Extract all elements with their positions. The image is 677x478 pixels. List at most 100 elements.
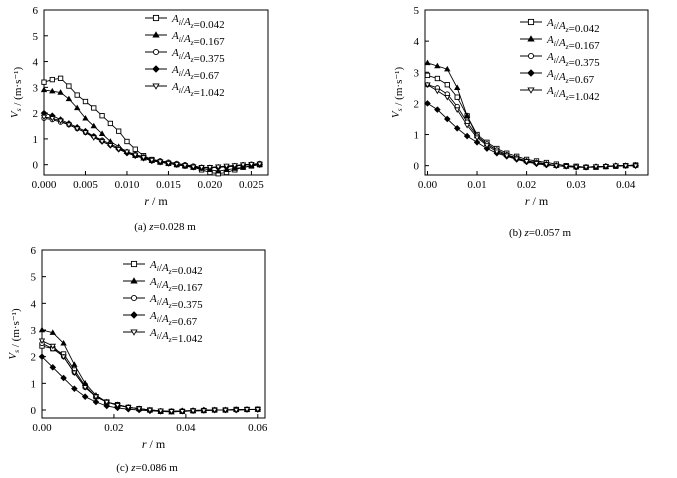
- legend-marker: [130, 260, 138, 268]
- x-tick-label: 0.015: [156, 179, 181, 191]
- data-point: [553, 163, 560, 169]
- y-tick-label: 5: [414, 5, 420, 17]
- data-point: [71, 385, 78, 392]
- data-point: [454, 94, 460, 100]
- y-tick-label: 0: [33, 160, 39, 172]
- data-point: [503, 153, 510, 160]
- x-tick-label: 0.04: [176, 422, 196, 434]
- data-point: [82, 98, 89, 105]
- x-tick-label: 0.010: [115, 179, 140, 191]
- data-point: [424, 72, 431, 79]
- y-tick-label: 1: [33, 134, 39, 146]
- data-point: [189, 408, 197, 415]
- data-point: [453, 125, 461, 132]
- data-point: [71, 370, 78, 376]
- x-tick-label: 0.01: [467, 179, 486, 191]
- data-point: [92, 394, 100, 400]
- data-point: [231, 163, 239, 169]
- legend-label: Ai/Az=0.67: [171, 64, 220, 82]
- data-point: [424, 100, 431, 107]
- panel-caption: (b) z=0.057 m: [509, 227, 572, 239]
- data-point: [582, 165, 590, 171]
- data-point: [211, 407, 218, 414]
- series-line: [427, 103, 636, 168]
- data-point: [168, 409, 175, 415]
- panel-caption: (a) z=0.028 m: [134, 221, 196, 233]
- x-tick-label: 0.020: [198, 179, 223, 191]
- data-point: [49, 87, 56, 94]
- data-point: [82, 130, 89, 136]
- data-point: [256, 161, 263, 168]
- data-point: [40, 114, 48, 121]
- y-tick-label: 2: [31, 352, 37, 364]
- data-point: [572, 164, 580, 171]
- data-point: [434, 62, 441, 69]
- y-tick-label: 2: [33, 108, 39, 120]
- y-tick-label: 6: [31, 245, 37, 257]
- data-point: [38, 326, 46, 333]
- chart-panel-1: 0.000 0.005 0.010 0.015 0.020 0.025 0 1 2 3 4 5 6 r /…: [9, 5, 269, 233]
- data-point: [125, 405, 132, 411]
- data-point: [60, 374, 67, 382]
- plot-frame: [424, 9, 649, 176]
- data-point: [99, 113, 105, 119]
- legend-label: Ai/Az=1.042: [546, 85, 600, 103]
- data-point: [57, 89, 64, 95]
- data-point: [98, 139, 106, 145]
- legend-marker: [152, 65, 160, 73]
- y-tick-label: 3: [33, 82, 39, 94]
- series-5: [424, 82, 639, 171]
- data-point: [179, 409, 186, 415]
- legend-label: Ai/Az=1.042: [149, 327, 203, 345]
- legend-marker: [152, 31, 160, 38]
- data-point: [156, 159, 164, 165]
- data-point: [132, 146, 138, 152]
- data-point: [223, 163, 230, 170]
- legend-marker: [130, 277, 138, 284]
- data-point: [248, 161, 255, 168]
- chart-panel-2: 0.00 0.01 0.02 0.03 0.04 0 1 2 3 4 5 r / m Vs / (m·s…: [390, 5, 649, 239]
- data-point: [513, 156, 520, 163]
- x-axis-label: r / m: [525, 194, 549, 208]
- data-point: [463, 112, 471, 119]
- data-point: [444, 65, 451, 72]
- data-point: [65, 122, 73, 129]
- x-tick-label: 0.02: [104, 422, 123, 434]
- data-point: [602, 164, 610, 170]
- y-tick-label: 5: [33, 31, 39, 43]
- series-line: [427, 84, 636, 168]
- legend-label: Ai/Az=0.375: [171, 47, 225, 65]
- data-point: [135, 406, 143, 412]
- data-point: [146, 407, 154, 414]
- data-point: [49, 329, 56, 335]
- data-point: [463, 132, 471, 140]
- data-point: [254, 407, 262, 413]
- data-point: [60, 354, 67, 360]
- series-5: [40, 114, 263, 171]
- data-point: [91, 105, 97, 111]
- y-tick-label: 1: [31, 378, 37, 390]
- legend-label: Ai/Az=0.67: [149, 310, 198, 328]
- x-tick-label: 0.00: [418, 179, 438, 191]
- data-point: [543, 162, 550, 168]
- data-point: [103, 402, 111, 410]
- plot-frame: [43, 9, 269, 176]
- legend-marker: [130, 311, 138, 319]
- data-point: [60, 340, 67, 346]
- data-point: [173, 161, 180, 168]
- plot-frame: [41, 249, 266, 419]
- data-point: [473, 139, 481, 146]
- legend-label: Ai/Az=1.042: [171, 81, 225, 99]
- x-axis-label: r / m: [144, 194, 168, 208]
- y-tick-label: 3: [31, 325, 37, 337]
- data-point: [140, 155, 147, 161]
- data-point: [49, 364, 57, 371]
- series-1: [39, 343, 261, 414]
- data-point: [200, 408, 208, 414]
- y-axis-label: Vs / (m·s⁻¹): [390, 67, 405, 119]
- data-point: [454, 107, 461, 113]
- x-axis-label: r / m: [142, 437, 166, 451]
- data-point: [473, 135, 481, 141]
- data-point: [73, 126, 81, 132]
- data-point: [198, 165, 205, 171]
